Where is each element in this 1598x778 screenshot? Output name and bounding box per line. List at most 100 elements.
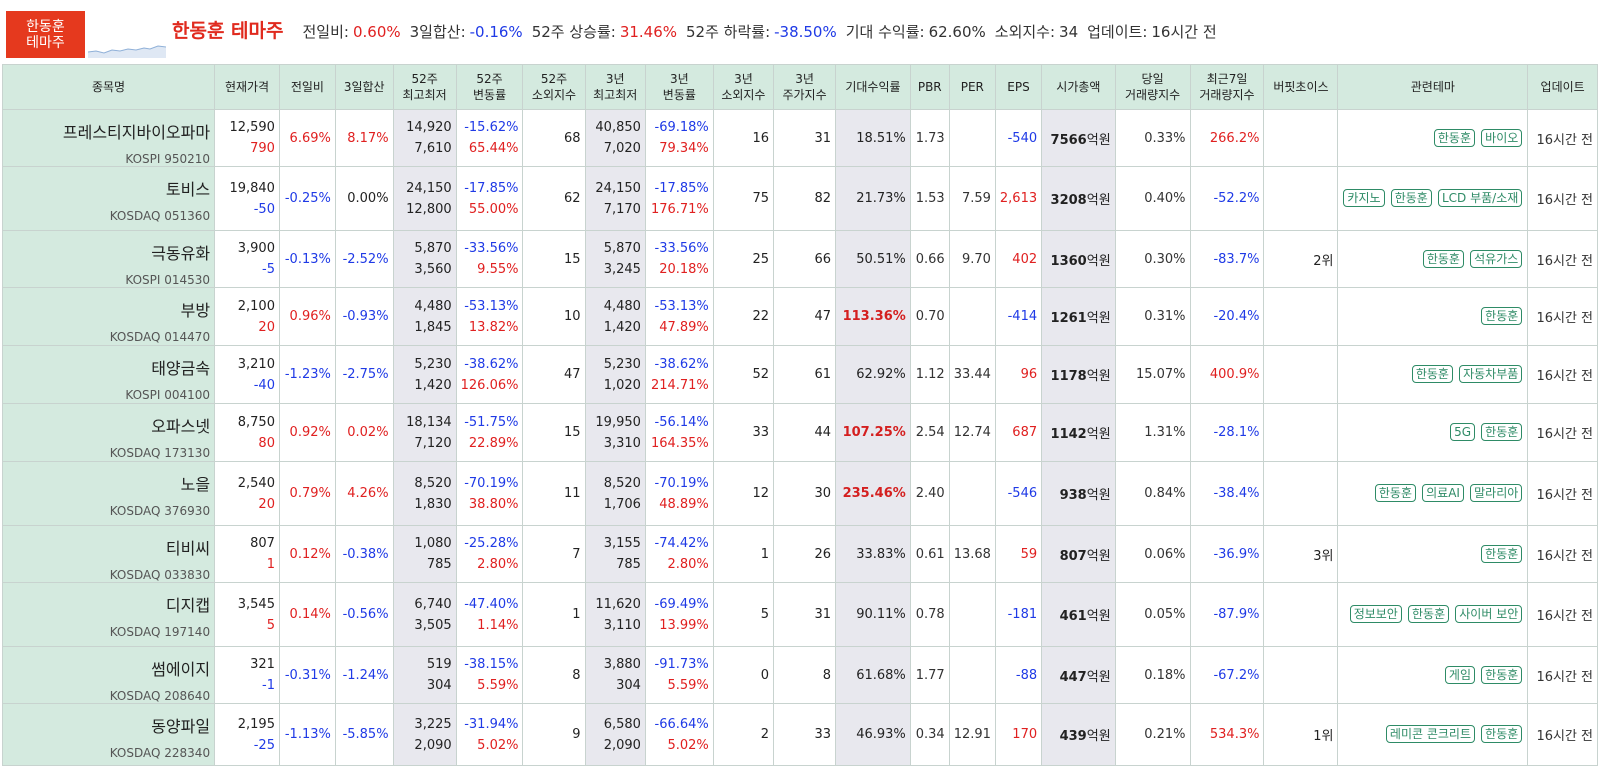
theme-tag[interactable]: 한동훈 xyxy=(1481,423,1523,441)
stock-name-cell[interactable]: 오파스넷 KOSDAQ 173130 xyxy=(1,403,216,462)
stock-name-cell[interactable]: 프레스티지바이오파마 KOSPI 950210 xyxy=(1,109,216,167)
stock-name[interactable]: 극동유화 xyxy=(151,244,211,263)
w52-volatility-bottom: 1.14% xyxy=(477,617,519,633)
theme-tag[interactable]: 자동차부품 xyxy=(1459,365,1523,383)
theme-tag[interactable]: 게임 xyxy=(1444,665,1476,684)
column-header[interactable]: 52주 소외지수 xyxy=(522,64,586,110)
theme-tag[interactable]: 레미콘 콘크리트 xyxy=(1385,725,1476,743)
theme-tag[interactable]: 한동훈 xyxy=(1481,307,1523,325)
column-header[interactable]: 업데이트 xyxy=(1527,64,1598,110)
stock-name[interactable]: 토비스 xyxy=(165,180,211,199)
column-header[interactable]: 3년 변동률 xyxy=(644,64,714,110)
theme-tag[interactable]: LCD 부품/소재 xyxy=(1437,189,1523,207)
stock-name-cell[interactable]: 토비스 KOSDAQ 051360 xyxy=(1,166,216,231)
y3-high-low: 6,580 2,090 xyxy=(584,703,646,766)
column-header[interactable]: 3년 최고최저 xyxy=(584,64,646,110)
per: 13.68 xyxy=(948,525,996,583)
table-row[interactable]: 오파스넷 KOSDAQ 173130 8,750 80 0.92% 0.02% 18,134… xyxy=(1,403,1598,462)
stock-name[interactable]: 프레스티지바이오파마 xyxy=(62,123,211,142)
theme-tag[interactable]: 말라리아 xyxy=(1470,484,1523,502)
theme-tag[interactable]: 5G xyxy=(1450,423,1476,441)
column-header[interactable]: 최근7일 거래량지수 xyxy=(1189,64,1265,110)
y3-high-low: 5,870 3,245 xyxy=(584,230,646,288)
stock-name-cell[interactable]: 썸에이지 KOSDAQ 208640 xyxy=(1,646,216,704)
column-header[interactable]: PBR xyxy=(909,64,950,110)
buffett-choice xyxy=(1263,345,1339,404)
table-row[interactable]: 썸에이지 KOSDAQ 208640 321 -1 -0.31% -1.24% 519 304… xyxy=(1,646,1598,704)
theme-tag[interactable]: 의료AI xyxy=(1422,484,1464,502)
column-header[interactable]: 기대수익률 xyxy=(835,64,911,110)
w52-high-low-bottom: 7,120 xyxy=(414,435,452,451)
column-header[interactable]: 3일합산 xyxy=(334,64,394,110)
column-header[interactable]: 버핏초이스 xyxy=(1263,64,1339,110)
summary-value: 16시간 전 xyxy=(1151,23,1217,41)
stock-name-cell[interactable]: 극동유화 KOSPI 014530 xyxy=(1,230,216,288)
table-row[interactable]: 디지캡 KOSDAQ 197140 3,545 5 0.14% -0.56% 6,740 3,… xyxy=(1,582,1598,647)
y3-price-index: 26 xyxy=(773,525,837,583)
stock-name[interactable]: 디지캡 xyxy=(165,596,211,615)
stock-code: KOSDAQ 208640 xyxy=(109,689,211,703)
theme-tag[interactable]: 한동훈 xyxy=(1411,365,1453,383)
eps: 2,613 xyxy=(994,166,1043,231)
table-row[interactable]: 프레스티지바이오파마 KOSPI 950210 12,590 790 6.69% 8.17… xyxy=(1,109,1598,167)
column-header[interactable]: 전일비 xyxy=(278,64,336,110)
stock-name-cell[interactable]: 태양금속 KOSPI 004100 xyxy=(1,345,216,404)
y3-volatility: -56.14% 164.35% xyxy=(644,403,714,462)
market-cap: 439억원 xyxy=(1041,703,1116,766)
stock-name-cell[interactable]: 동양파일 KOSDAQ 228340 xyxy=(1,703,216,766)
table-row[interactable]: 노을 KOSDAQ 376930 2,540 20 0.79% 4.26% 8,520 1,8… xyxy=(1,461,1598,526)
theme-tag[interactable]: 바이오 xyxy=(1481,128,1523,147)
column-header[interactable]: 당일 거래량지수 xyxy=(1114,64,1191,110)
y3-high-low-bottom: 3,245 xyxy=(603,262,641,277)
table-row[interactable]: 부방 KOSDAQ 014470 2,100 20 0.96% -0.93% 4,480 1,… xyxy=(1,287,1598,346)
theme-tag[interactable]: 석유가스 xyxy=(1470,249,1523,268)
column-header[interactable]: 52주 변동률 xyxy=(455,64,524,110)
table-row[interactable]: 티비씨 KOSDAQ 033830 807 1 0.12% -0.38% 1,080 785-… xyxy=(1,525,1598,583)
stock-name[interactable]: 썸에이지 xyxy=(151,660,211,679)
volume-7day-index: -20.4% xyxy=(1189,287,1265,346)
table-header-row: 종목명 현재가격 전일비 3일합산 52주 최고최저 52주 변동률 52주 소외지수 3년 최고최저… xyxy=(1,64,1598,110)
w52-high-low-bottom: 3,505 xyxy=(414,617,452,633)
theme-tag[interactable]: 한동훈 xyxy=(1374,484,1416,502)
theme-tag[interactable]: 한동훈 xyxy=(1481,725,1523,743)
table-row[interactable]: 토비스 KOSDAQ 051360 19,840 -50 -0.25% 0.00% 24,1… xyxy=(1,166,1598,231)
column-header[interactable]: 3년 소외지수 xyxy=(712,64,775,110)
column-header[interactable]: 52주 최고최저 xyxy=(392,64,457,110)
table-row[interactable]: 동양파일 KOSDAQ 228340 2,195 -25 -1.13% -5.85% 3,2… xyxy=(1,703,1598,766)
stock-name[interactable]: 오파스넷 xyxy=(151,417,211,436)
column-header[interactable]: EPS xyxy=(994,64,1043,110)
w52-volatility: -31.94% 5.02% xyxy=(455,703,524,766)
stock-name[interactable]: 태양금속 xyxy=(151,359,211,378)
updated-time: 16시간 전 xyxy=(1527,461,1598,526)
column-header[interactable]: 관련테마 xyxy=(1337,64,1529,110)
theme-logo[interactable]: 한동훈 테마주 xyxy=(6,11,85,58)
stock-name-cell[interactable]: 노을 KOSDAQ 376930 xyxy=(1,461,216,526)
theme-tag[interactable]: 사이버 보안 xyxy=(1455,605,1523,623)
per xyxy=(948,646,996,704)
table-row[interactable]: 극동유화 KOSPI 014530 3,900 -5 -0.13% -2.52% 5,870… xyxy=(1,230,1598,288)
theme-tag[interactable]: 한동훈 xyxy=(1433,128,1476,147)
theme-tag[interactable]: 한동훈 xyxy=(1422,249,1464,268)
theme-tag[interactable]: 한동훈 xyxy=(1390,189,1432,207)
w52-neglect-index: 47 xyxy=(522,345,586,404)
stock-name-cell[interactable]: 디지캡 KOSDAQ 197140 xyxy=(1,582,216,647)
table-row[interactable]: 태양금속 KOSPI 004100 3,210 -40 -1.23% -2.75% 5,23… xyxy=(1,345,1598,404)
stock-name[interactable]: 동양파일 xyxy=(151,717,211,736)
stock-name[interactable]: 티비씨 xyxy=(165,539,211,558)
column-header[interactable]: PER xyxy=(948,64,996,110)
three-day-change: -2.75% xyxy=(334,345,394,404)
column-header[interactable]: 3년 주가지수 xyxy=(773,64,837,110)
theme-tag[interactable]: 정보보안 xyxy=(1349,605,1402,623)
theme-tag[interactable]: 한동훈 xyxy=(1408,605,1450,623)
y3-volatility: -66.64% 5.02% xyxy=(644,703,714,766)
stock-name-cell[interactable]: 티비씨 KOSDAQ 033830 xyxy=(1,525,216,583)
stock-name-cell[interactable]: 부방 KOSDAQ 014470 xyxy=(1,287,216,346)
column-header[interactable]: 시가총액 xyxy=(1041,64,1116,110)
column-header[interactable]: 종목명 xyxy=(1,64,216,110)
stock-name[interactable]: 노을 xyxy=(180,475,211,494)
stock-name[interactable]: 부방 xyxy=(180,301,211,320)
column-header[interactable]: 현재가격 xyxy=(214,64,280,110)
theme-tag[interactable]: 한동훈 xyxy=(1481,665,1523,684)
theme-tag[interactable]: 카지노 xyxy=(1343,189,1385,207)
theme-tag[interactable]: 한동훈 xyxy=(1481,544,1523,563)
